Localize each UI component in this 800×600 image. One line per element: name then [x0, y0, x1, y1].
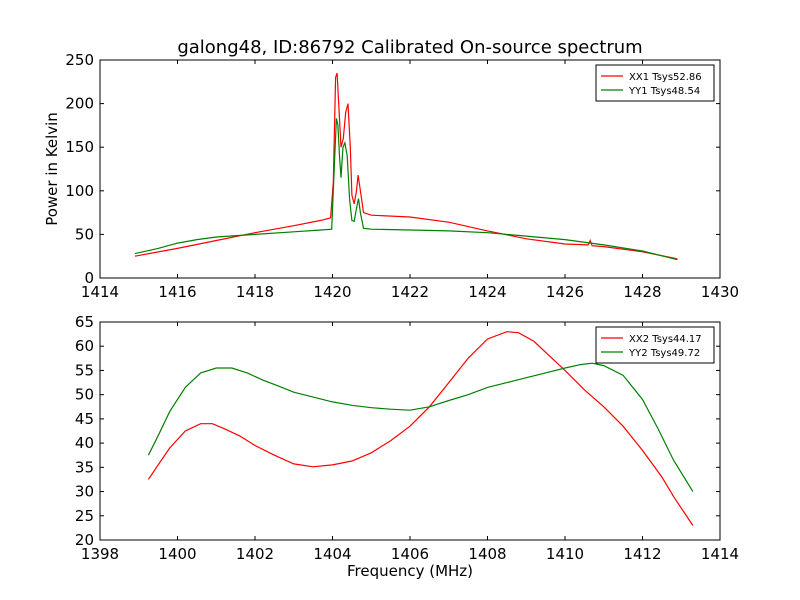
series-line-2-1 [147, 331, 694, 526]
x-tick-label: 1410 [546, 545, 584, 563]
y-tick-label: 35 [75, 458, 94, 476]
top-spectrum-panel: 1414 1416 1418 1420 1422 1424 1426 1428 1430 0 50 1… [65, 51, 739, 301]
x-tick-label: 1408 [468, 545, 506, 563]
y-tick-label: 150 [65, 138, 94, 156]
x-tick-label: 1398 [81, 545, 119, 563]
x-tick-label: 1402 [236, 545, 274, 563]
y-tick-label: 60 [75, 337, 94, 355]
legend-box [595, 64, 715, 102]
y-tick-label: 25 [75, 507, 94, 525]
series-line-2-2 [147, 362, 694, 492]
legend-box [595, 326, 715, 364]
y-tick-label: 40 [75, 434, 94, 452]
x-tick-label: 1418 [236, 283, 274, 301]
y-tick-label: 55 [75, 361, 94, 379]
legend-entry-label: XX1 Tsys52.86 [629, 72, 702, 83]
y-tick-label: 0 [84, 269, 94, 287]
y-tick-label: 20 [75, 531, 94, 549]
x-tick-label: 1426 [546, 283, 584, 301]
x-tick-label: 1430 [701, 283, 739, 301]
bottom-spectrum-panel: 1398 1400 1402 1404 1406 1408 1410 1412 1414 20 25… [75, 313, 739, 563]
x-tick-label: 1414 [701, 545, 739, 563]
x-tick-label: 1416 [158, 283, 196, 301]
y-tick-label: 65 [75, 313, 94, 331]
legend: XX2 Tsys44.17 YY2 Tsys49.72 [595, 326, 715, 364]
legend-entry-label: YY2 Tsys49.72 [628, 348, 700, 359]
legend: XX1 Tsys52.86 YY1 Tsys48.54 [595, 64, 715, 102]
y-tick-label: 50 [75, 225, 94, 243]
x-tick-label: 1424 [468, 283, 506, 301]
legend-entry-label: XX2 Tsys44.17 [629, 334, 702, 345]
x-tick-label: 1422 [391, 283, 429, 301]
x-tick-label: 1400 [158, 545, 196, 563]
chart-title: galong48, ID:86792 Calibrated On-source … [177, 37, 642, 58]
x-tick-label: 1404 [313, 545, 351, 563]
top-y-axis-label: Power in Kelvin [43, 112, 61, 226]
x-tick-label: 1428 [623, 283, 661, 301]
y-tick-label: 200 [65, 95, 94, 113]
y-tick-label: 50 [75, 386, 94, 404]
legend-entry-label: YY1 Tsys48.54 [628, 86, 700, 97]
y-tick-label: 100 [65, 182, 94, 200]
y-tick-label: 30 [75, 483, 94, 501]
bottom-x-axis-label: Frequency (MHz) [347, 562, 473, 580]
x-tick-label: 1412 [623, 545, 661, 563]
series-line-1-1 [134, 72, 678, 260]
series-line-1-2 [134, 118, 678, 261]
y-tick-label: 45 [75, 410, 94, 428]
x-tick-label: 1414 [81, 283, 119, 301]
x-tick-label: 1420 [313, 283, 351, 301]
x-tick-label: 1406 [391, 545, 429, 563]
y-tick-label: 250 [65, 51, 94, 69]
